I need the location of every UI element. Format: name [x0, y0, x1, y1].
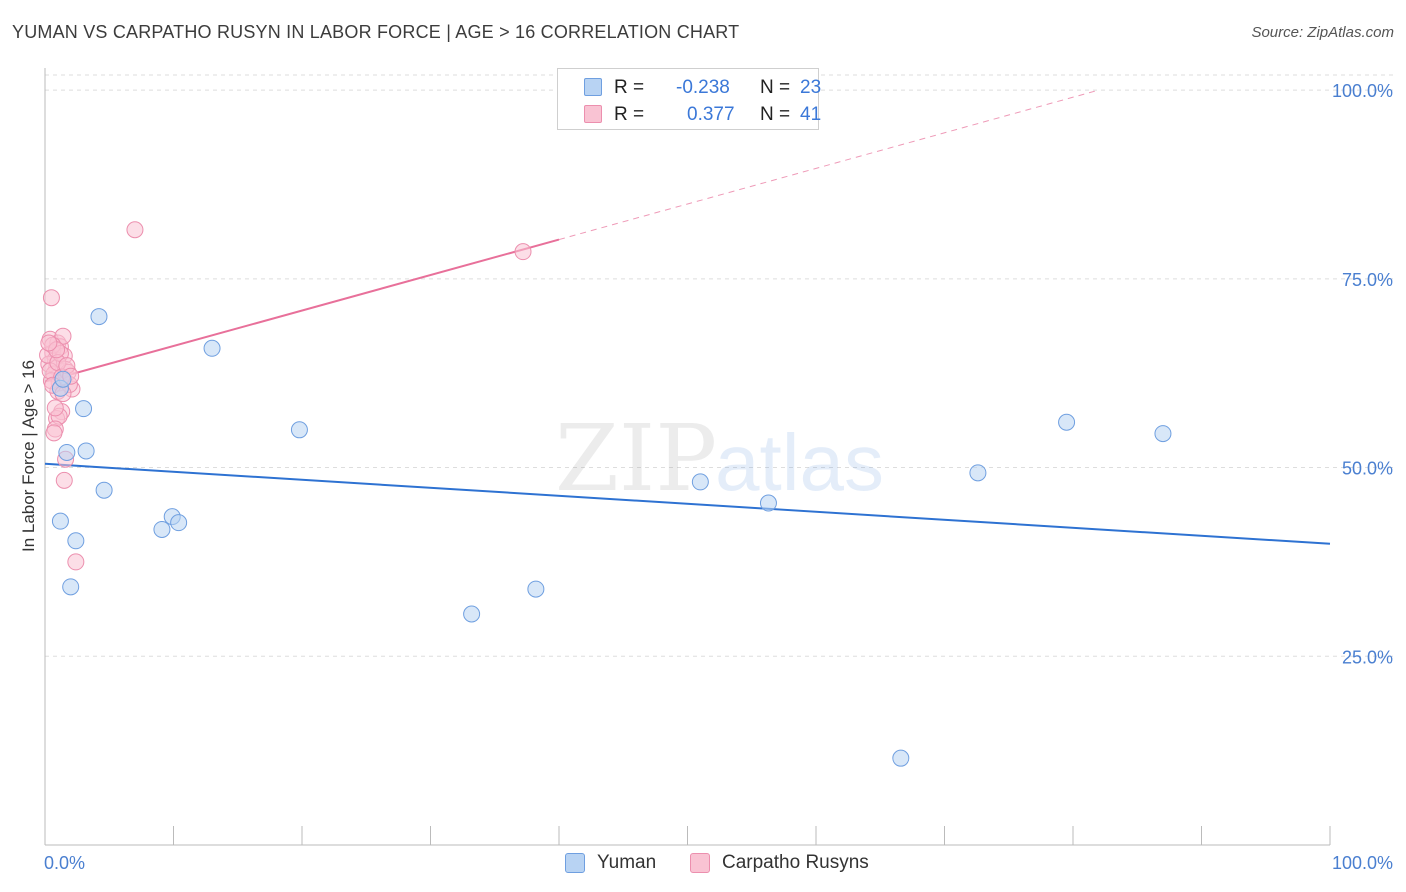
grid-lines [45, 74, 1395, 657]
r-value: 0.377 [687, 104, 735, 125]
yuman-swatch [584, 78, 602, 96]
chart-title: YUMAN VS CARPATHO RUSYN IN LABOR FORCE |… [12, 22, 740, 42]
n-label: N = [760, 104, 791, 125]
yuman-legend-label: Yuman [597, 852, 657, 873]
y-tick-label: 25.0% [1342, 647, 1393, 667]
r-label: R = [614, 77, 645, 98]
n-value: 41 [800, 104, 822, 125]
rusyn-point [46, 399, 64, 417]
n-value: 23 [800, 77, 822, 98]
data-points [39, 221, 1172, 767]
yuman-point [527, 580, 545, 598]
yuman-point [77, 442, 95, 460]
y-tick-label: 100.0% [1332, 81, 1393, 101]
yuman-point [95, 481, 113, 499]
rusyn-point [67, 553, 85, 571]
yuman-point [153, 520, 171, 538]
r-value: -0.238 [676, 77, 730, 98]
rusyn-trend-extension [558, 89, 1099, 241]
stats-legend: R = -0.238 N = 23 R = 0.377 N = 41 [557, 68, 822, 130]
yuman-point [67, 532, 85, 550]
watermark: ZIP atlas [555, 405, 884, 512]
rusyn-point [40, 334, 58, 352]
yuman-point [691, 473, 709, 491]
rusyn-legend-swatch [690, 853, 710, 873]
y-axis-label: In Labor Force | Age > 16 [19, 360, 38, 552]
yuman-point [62, 578, 80, 596]
yuman-point [203, 339, 221, 357]
x-tick-label: 100.0% [1332, 853, 1393, 873]
yuman-trend-line [44, 462, 1331, 545]
yuman-point [463, 605, 481, 623]
yuman-point [892, 749, 910, 767]
y-tick-label: 75.0% [1342, 270, 1393, 290]
rusyn-swatch [584, 105, 602, 123]
rusyn-legend-label: Carpatho Rusyns [722, 852, 869, 873]
yuman-point [1154, 425, 1172, 443]
yuman-point [51, 512, 69, 530]
yuman-point [75, 400, 93, 418]
yuman-point [170, 514, 188, 532]
rusyn-point [42, 289, 60, 307]
trend-lines [44, 89, 1331, 545]
rusyn-point [126, 221, 144, 239]
y-tick-label: 50.0% [1342, 459, 1393, 479]
tick-labels: 25.0% 50.0% 75.0% 100.0% 0.0% 100.0% [44, 81, 1393, 873]
source-credit: Source: ZipAtlas.com [1251, 24, 1394, 41]
yuman-point [54, 370, 72, 388]
axes [44, 68, 1331, 846]
rusyn-point [514, 243, 532, 261]
n-label: N = [760, 77, 791, 98]
yuman-legend-swatch [565, 853, 585, 873]
yuman-point [1058, 413, 1076, 431]
rusyn-point [55, 471, 73, 489]
x-tick-label: 0.0% [44, 853, 85, 873]
watermark-zip: ZIP [555, 405, 717, 512]
r-label: R = [614, 104, 645, 125]
yuman-point [90, 308, 108, 326]
yuman-point [290, 421, 308, 439]
watermark-atlas: atlas [715, 418, 884, 507]
rusyn-point [45, 424, 63, 442]
yuman-point [969, 464, 987, 482]
yuman-point [759, 494, 777, 512]
rusyn-trend-line [44, 238, 560, 383]
yuman-point [58, 443, 76, 461]
